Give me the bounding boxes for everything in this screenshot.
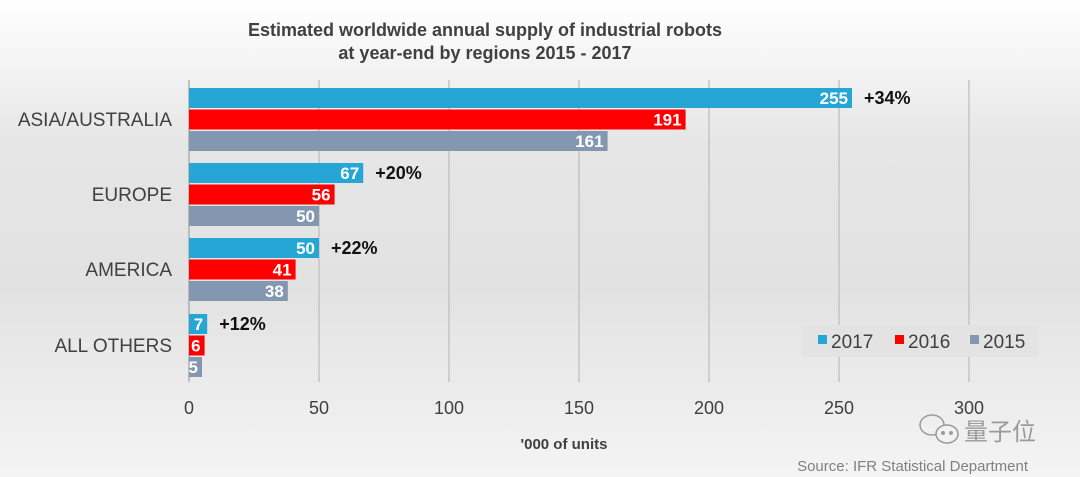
category-label: ALL OTHERS [54, 336, 172, 357]
x-tick-label: 150 [564, 398, 594, 418]
category-labels: ASIA/AUSTRALIA EUROPE AMERICA ALL OTHERS [18, 110, 172, 357]
growth-label: +22% [331, 238, 378, 258]
legend-label: 2017 [831, 332, 873, 353]
category-label: AMERICA [85, 260, 172, 281]
bar-2016 [189, 259, 296, 280]
x-tick-labels: 0 50 100 150 200 250 300 [184, 398, 984, 418]
growth-label: +34% [864, 88, 911, 108]
data-label: 67 [340, 164, 359, 183]
x-tick-label: 250 [824, 398, 854, 418]
data-label: 191 [653, 111, 681, 130]
data-label: 41 [273, 261, 292, 280]
legend-swatch-2015 [970, 335, 979, 344]
legend-label: 2015 [983, 332, 1025, 353]
x-tick-label: 300 [954, 398, 984, 418]
x-tick-label: 100 [434, 398, 464, 418]
bar-2015 [189, 131, 608, 151]
data-label: 56 [312, 186, 331, 205]
data-label: 50 [296, 207, 315, 226]
growth-label: +12% [219, 314, 266, 334]
data-label: 5 [189, 358, 198, 377]
bar-2017 [189, 314, 208, 334]
data-label: 7 [194, 315, 203, 334]
bar-2016 [189, 109, 686, 130]
source-note: Source: IFR Statistical Department [797, 458, 1029, 475]
data-label: 255 [820, 89, 848, 108]
legend-box [802, 325, 1038, 357]
bar-2017 [189, 88, 852, 108]
chart-title-line-2: at year-end by regions 2015 - 2017 [338, 43, 631, 63]
legend-swatch-2016 [895, 335, 904, 344]
bar-2015 [189, 281, 288, 301]
wechat-icon [919, 414, 959, 444]
watermark: 量子位 [919, 414, 1036, 446]
category-label: EUROPE [92, 185, 172, 206]
bar-2017 [189, 238, 319, 258]
bars: 255 +34% 191 161 67 +20% 56 50 50 +22% 41 38 7 +12% 6 5 [189, 88, 911, 377]
bar-2015 [189, 357, 202, 377]
bar-2016 [189, 335, 205, 356]
x-tick-label: 200 [694, 398, 724, 418]
growth-label: +20% [375, 163, 422, 183]
data-label: 38 [265, 282, 284, 301]
data-label: 50 [296, 239, 315, 258]
category-label: ASIA/AUSTRALIA [18, 110, 172, 131]
x-axis-label: '000 of units [521, 436, 608, 453]
chart-title-line-1: Estimated worldwide annual supply of ind… [248, 20, 722, 40]
watermark-text: 量子位 [964, 419, 1036, 446]
legend-swatch-2017 [818, 335, 827, 344]
bar-2017 [189, 163, 364, 183]
data-label: 6 [191, 337, 200, 356]
gridlines [188, 80, 970, 382]
bar-2015 [189, 206, 319, 226]
legend-label: 2016 [908, 332, 950, 353]
bar-2016 [189, 184, 335, 205]
legend: 2017 2016 2015 [802, 325, 1038, 357]
x-tick-label: 50 [309, 398, 329, 418]
data-label: 161 [575, 132, 603, 151]
x-tick-label: 0 [184, 398, 194, 418]
